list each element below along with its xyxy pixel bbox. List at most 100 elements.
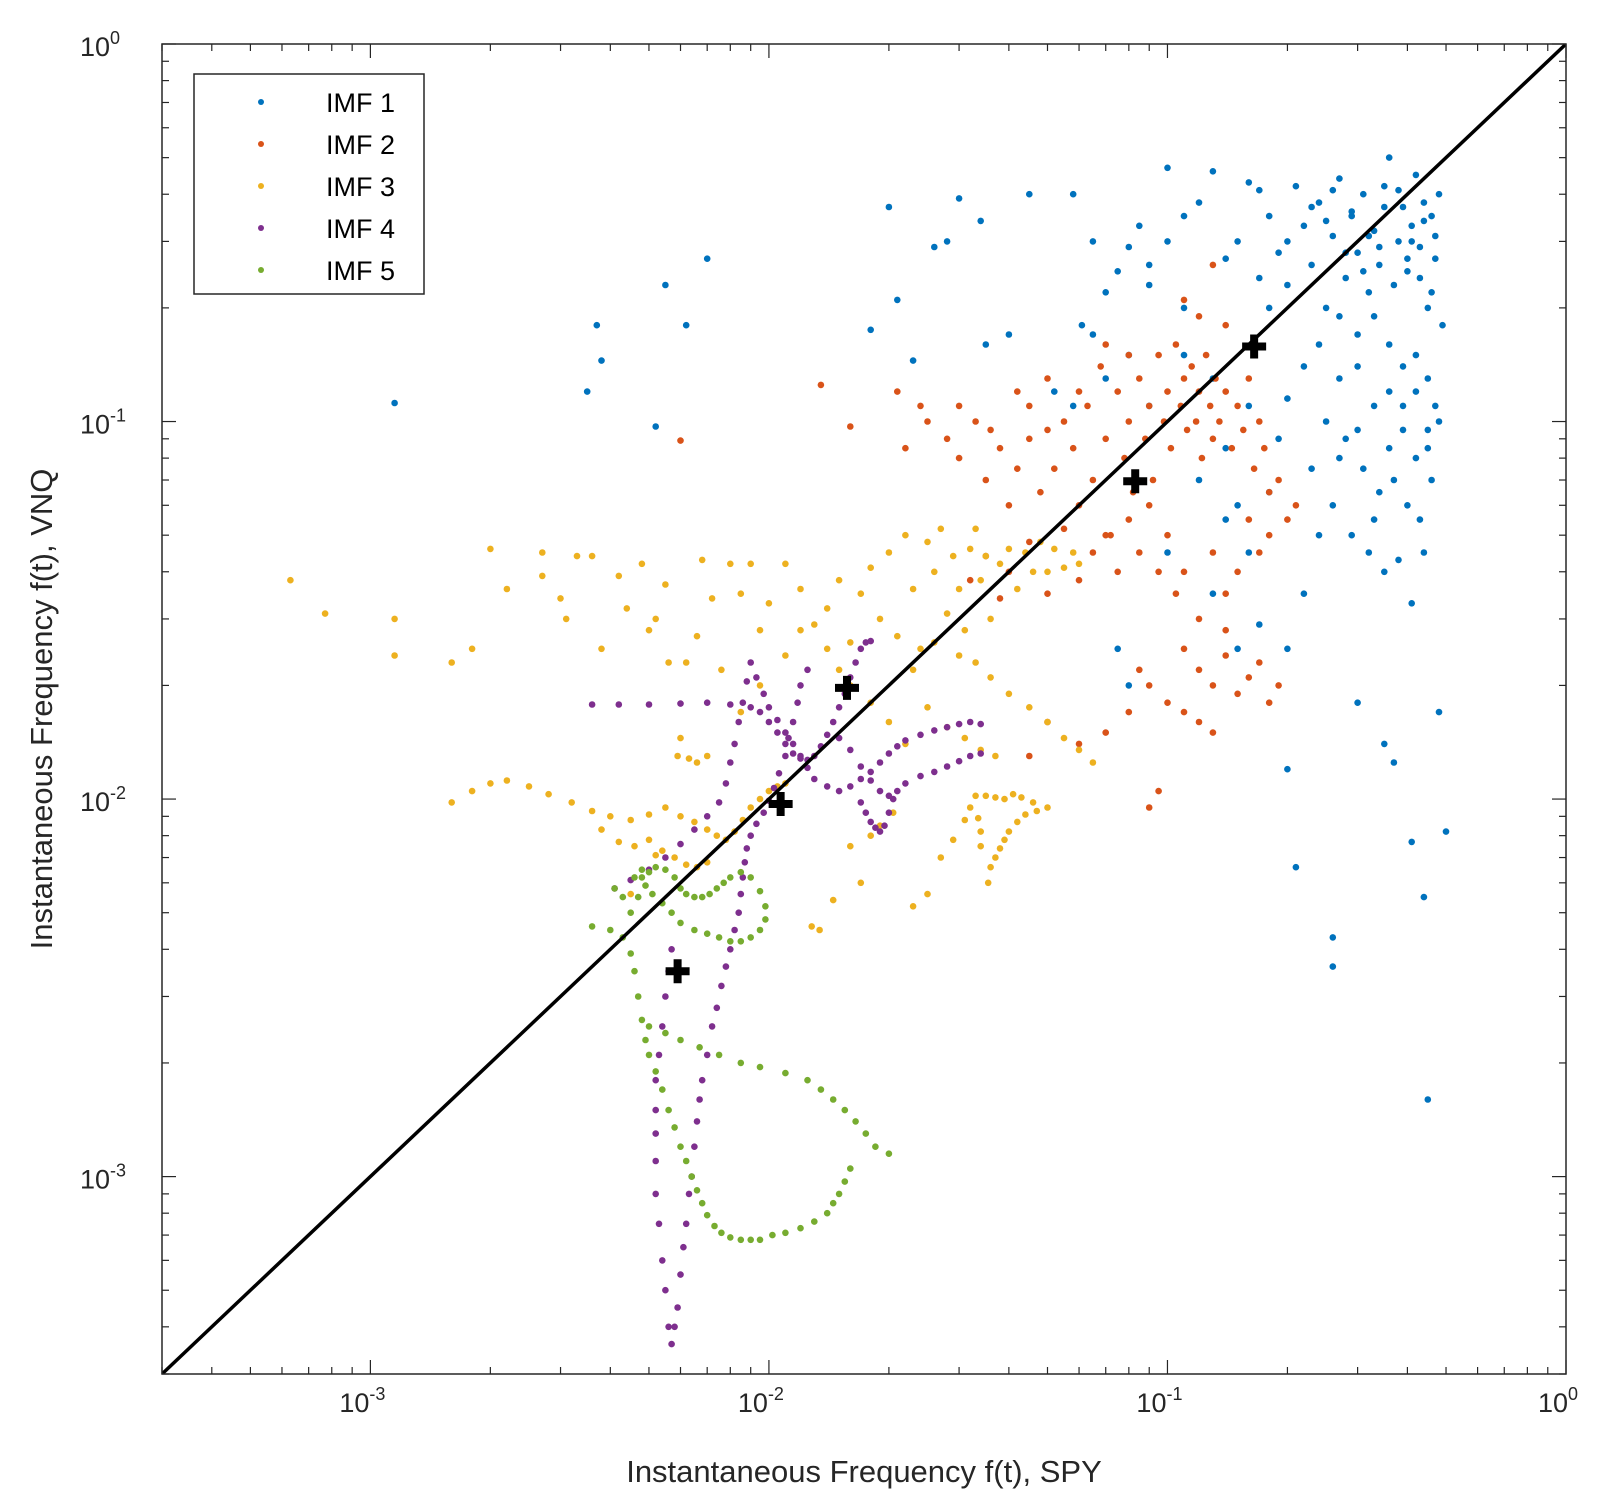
data-point [1167, 444, 1175, 452]
data-point [1180, 304, 1188, 312]
data-point [1284, 238, 1291, 245]
data-point [1051, 465, 1058, 473]
data-point [1102, 531, 1109, 539]
data-point [955, 720, 963, 728]
legend-label-imf5: IMF 5 [326, 256, 395, 286]
data-point [955, 195, 963, 202]
data-point [1308, 203, 1315, 211]
data-point [987, 863, 994, 871]
data-point [627, 816, 634, 824]
data-point [924, 890, 931, 898]
data-point [902, 780, 909, 787]
data-point [867, 564, 874, 571]
data-point [539, 572, 546, 580]
data-point [1069, 402, 1077, 410]
data-point [1026, 752, 1033, 760]
data-point [847, 746, 854, 754]
data-point [1075, 740, 1083, 748]
data-point [1209, 590, 1217, 597]
data-point [943, 723, 951, 731]
data-point [943, 435, 951, 443]
data-point [857, 645, 865, 653]
data-point [698, 1076, 706, 1084]
data-point [872, 1143, 879, 1150]
data-point [1209, 435, 1217, 443]
data-point [655, 1220, 663, 1228]
data-point [823, 605, 831, 612]
data-point [727, 759, 734, 766]
data-point [909, 666, 917, 674]
data-point [1390, 281, 1398, 289]
data-point [847, 783, 854, 790]
data-point [982, 552, 990, 560]
data-point [1051, 545, 1058, 553]
data-point [1390, 476, 1398, 484]
data-point [996, 444, 1004, 452]
data-point [1322, 217, 1330, 225]
mean-marker [1123, 469, 1148, 494]
data-point [1084, 402, 1091, 410]
data-point [924, 538, 931, 546]
data-point [1395, 238, 1402, 245]
data-point [743, 678, 751, 685]
data-point [662, 281, 669, 289]
data-point [1018, 794, 1025, 801]
data-point [1265, 488, 1273, 496]
data-point [627, 909, 634, 916]
data-point [671, 854, 678, 861]
data-point [727, 938, 734, 945]
data-point [762, 916, 769, 923]
data-point [1376, 243, 1383, 251]
data-point [645, 626, 653, 634]
data-point [789, 750, 797, 757]
data-point [876, 759, 884, 766]
data-point [598, 826, 605, 833]
data-point [1256, 621, 1263, 628]
data-point [1408, 600, 1415, 607]
data-point [1256, 549, 1263, 556]
data-point [1005, 331, 1013, 338]
data-point [1097, 363, 1104, 370]
data-point [1222, 321, 1229, 329]
data-point [966, 718, 974, 726]
data-point [1044, 568, 1051, 576]
data-point [685, 755, 693, 762]
data-point [982, 476, 990, 484]
data-point [1412, 388, 1420, 395]
data-point [659, 847, 666, 854]
data-point [961, 626, 969, 634]
data-point [765, 600, 773, 607]
data-point [1051, 388, 1058, 395]
data-point [718, 1229, 725, 1237]
y-axis-title: Instantaneous Frequency f(t), VNQ [24, 469, 59, 950]
data-point [811, 1218, 818, 1225]
data-point [718, 982, 725, 990]
data-point [1060, 734, 1068, 742]
data-point [1009, 790, 1017, 798]
data-point [829, 896, 837, 904]
data-point [615, 838, 623, 846]
data-point [756, 1063, 764, 1071]
data-point [931, 568, 938, 576]
data-point [727, 946, 734, 953]
data-point [1292, 182, 1300, 190]
data-point [857, 879, 865, 887]
data-point [674, 752, 681, 760]
data-point [1136, 375, 1143, 382]
data-point [1234, 402, 1241, 410]
data-point [987, 426, 994, 434]
data-point [693, 1187, 701, 1194]
data-point [1069, 190, 1077, 198]
data-point [1069, 444, 1077, 452]
data-point [765, 787, 773, 795]
data-point [1292, 502, 1300, 509]
data-point [588, 923, 596, 930]
data-point [1164, 164, 1171, 172]
data-point [782, 560, 789, 568]
data-point [943, 610, 951, 617]
data-point [1381, 568, 1388, 576]
mean-marker [665, 959, 690, 984]
data-point [977, 576, 984, 584]
data-point [1075, 576, 1083, 584]
data-point [996, 595, 1004, 602]
